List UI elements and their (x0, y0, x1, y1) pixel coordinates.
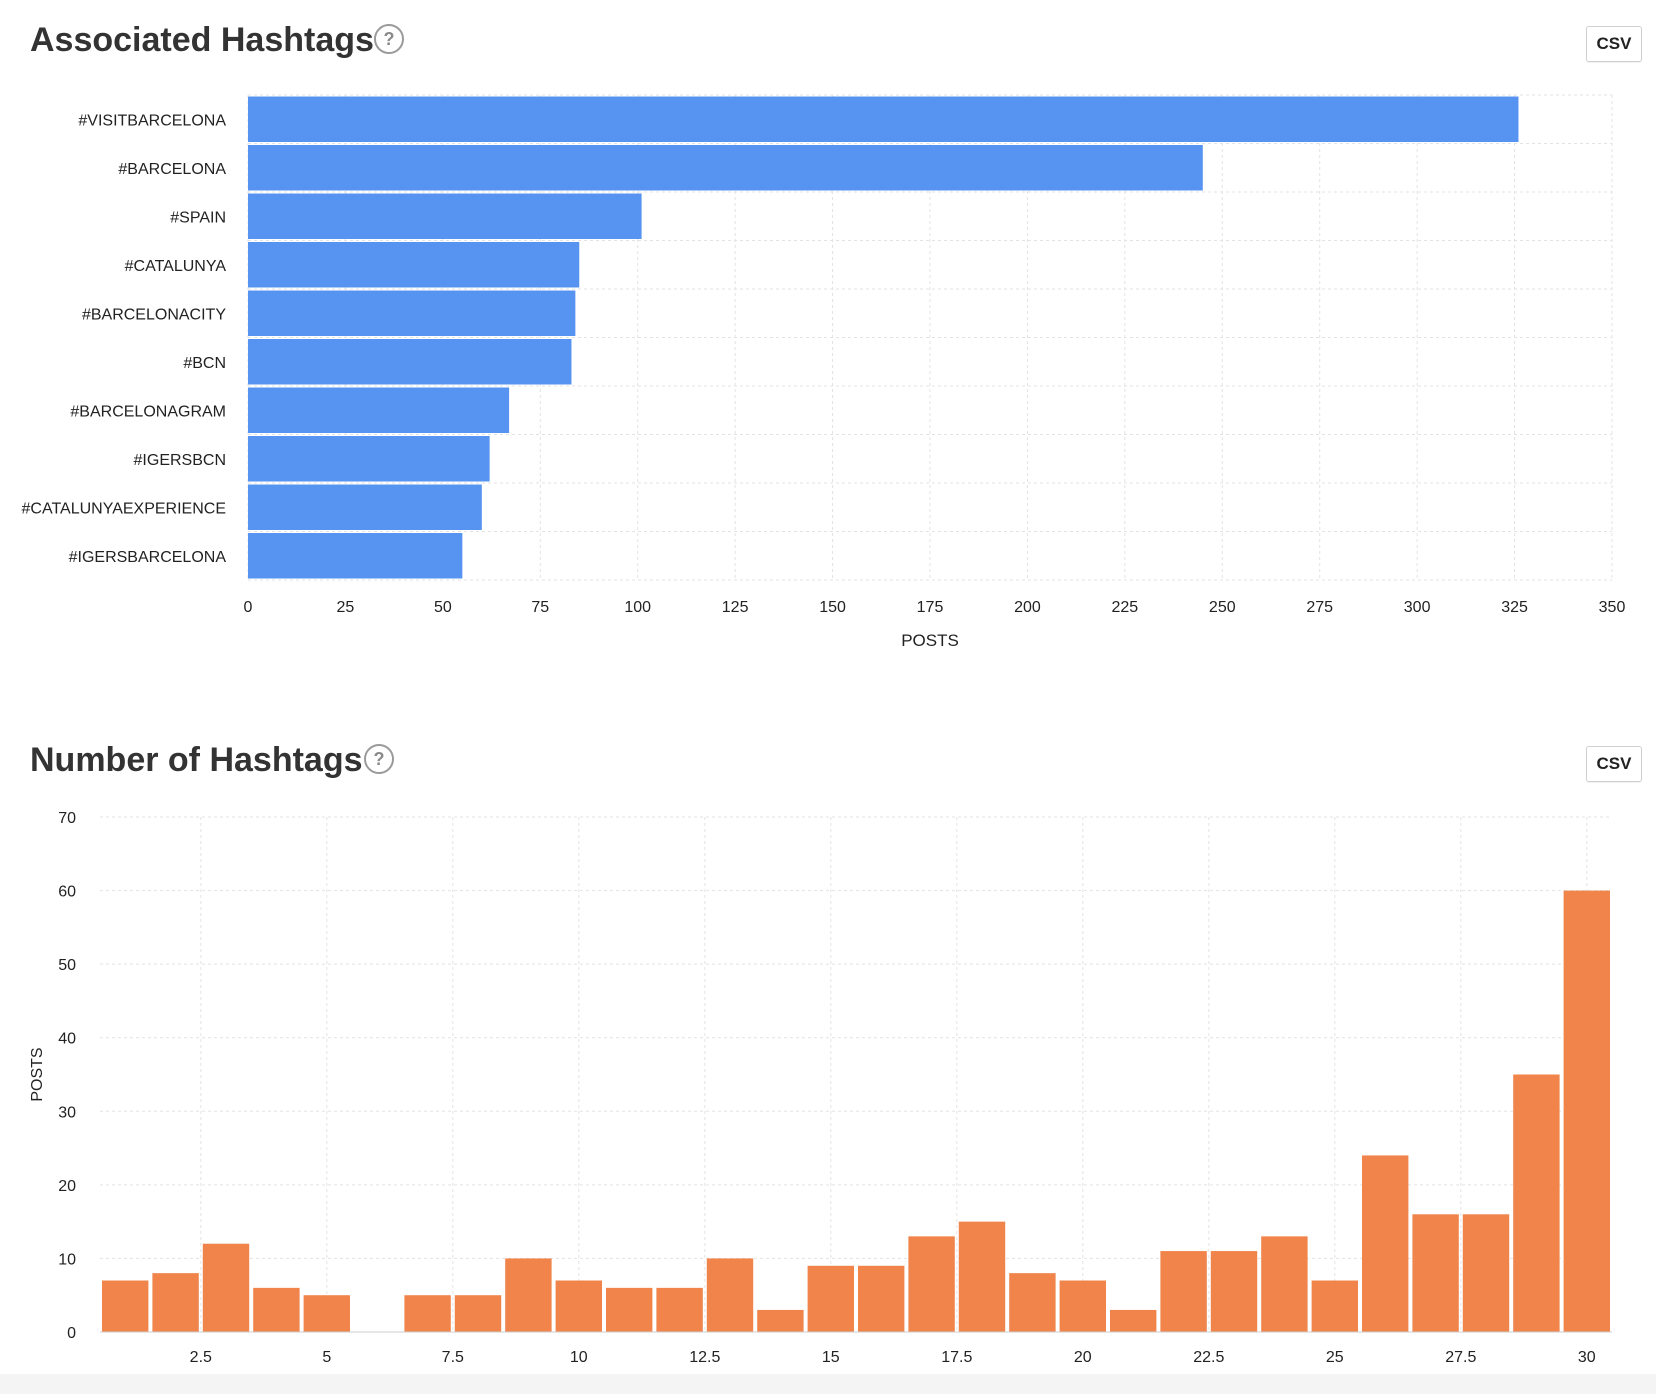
x-tick-label: 2.5 (190, 1349, 212, 1366)
bar (505, 1258, 552, 1332)
x-tick-label: 30 (1578, 1349, 1596, 1366)
bar (248, 484, 482, 530)
bar (248, 387, 510, 433)
bar (656, 1287, 703, 1332)
y-axis-label: POSTS (29, 1047, 46, 1101)
x-tick-label: 25 (337, 599, 355, 616)
y-tick-label: 10 (58, 1251, 76, 1268)
x-tick-label: 5 (322, 1349, 331, 1366)
bar (1563, 890, 1610, 1332)
number-of-hashtags-title: Number of Hashtags (30, 741, 363, 779)
x-tick-label: 150 (819, 599, 846, 616)
category-label: #SPAIN (170, 209, 226, 226)
bar (1009, 1273, 1056, 1332)
bar (248, 339, 572, 385)
x-tick-label: 10 (570, 1349, 588, 1366)
x-tick-label: 200 (1014, 599, 1041, 616)
category-label: #CATALUNYAEXPERIENCE (22, 500, 227, 517)
category-label: #BARCELONAGRAM (70, 403, 226, 420)
bar (606, 1287, 653, 1332)
x-tick-label: 27.5 (1445, 1349, 1476, 1366)
bar (1210, 1251, 1258, 1332)
bar (253, 1287, 300, 1332)
x-tick-label: 7.5 (442, 1349, 464, 1366)
x-tick-label: 300 (1404, 599, 1431, 616)
y-tick-label: 0 (67, 1325, 76, 1342)
bar (248, 533, 463, 579)
number-of-hashtags-panel: Number of Hashtags ? CSV 0 10 20 30 40 50 60 70… (0, 720, 1656, 1394)
bar (1261, 1236, 1308, 1332)
page-footer-strip (0, 1374, 1656, 1394)
y-tick-label: 40 (58, 1031, 76, 1048)
number-of-hashtags-chart: 0 10 20 30 40 50 60 70 2.5 5 7.5 10 12.5 15 17.5 20 22.5… (29, 810, 1612, 1366)
associated-hashtags-panel: Associated Hashtags ? CSV #VISITBARCELON… (0, 0, 1656, 660)
bar (1362, 1155, 1409, 1332)
y-tick-label: 70 (58, 810, 76, 827)
x-tick-label: 50 (434, 599, 452, 616)
bar (248, 96, 1519, 142)
x-tick-label: 100 (624, 599, 651, 616)
category-label: #IGERSBCN (134, 452, 226, 469)
bar (1160, 1251, 1207, 1332)
category-label: #VISITBARCELONA (78, 112, 226, 129)
x-tick-label: 22.5 (1193, 1349, 1224, 1366)
bar (858, 1265, 905, 1332)
category-label: #BARCELONA (118, 161, 226, 178)
category-label: #BCN (183, 355, 226, 372)
bar (454, 1295, 502, 1332)
x-tick-label: 350 (1599, 599, 1626, 616)
bar (303, 1295, 350, 1332)
help-icon[interactable]: ? (374, 24, 404, 54)
csv-download-button[interactable]: CSV (1586, 746, 1642, 782)
bar (1311, 1280, 1358, 1332)
category-label: #BARCELONACITY (82, 306, 226, 323)
bar (248, 193, 642, 239)
bar (555, 1280, 602, 1332)
bar (152, 1273, 199, 1332)
category-label: #CATALUNYA (125, 258, 227, 275)
x-tick-label: 125 (722, 599, 749, 616)
x-tick-label: 25 (1326, 1349, 1344, 1366)
y-tick-label: 30 (58, 1104, 76, 1121)
x-tick-label: 275 (1306, 599, 1333, 616)
x-tick-label: 20 (1074, 1349, 1092, 1366)
x-tick-label: 17.5 (941, 1349, 972, 1366)
x-tick-label: 175 (917, 599, 944, 616)
bar (248, 145, 1203, 191)
csv-download-button[interactable]: CSV (1586, 26, 1642, 62)
y-tick-label: 20 (58, 1178, 76, 1195)
bar (1110, 1309, 1157, 1332)
bar (757, 1309, 804, 1332)
x-tick-label: 75 (531, 599, 549, 616)
bar (102, 1280, 149, 1332)
bar (1513, 1074, 1560, 1332)
associated-hashtags-chart: #VISITBARCELONA #BARCELONA #SPAIN #CATALUNY… (22, 94, 1626, 650)
associated-hashtags-title: Associated Hashtags (30, 21, 374, 59)
help-icon[interactable]: ? (364, 744, 394, 774)
category-label: #IGERSBARCELONA (69, 549, 227, 566)
bar (202, 1243, 250, 1332)
y-tick-label: 50 (58, 957, 76, 974)
bar (706, 1258, 754, 1332)
bar (1059, 1280, 1106, 1332)
bar (807, 1265, 854, 1332)
bar (248, 290, 576, 336)
y-tick-label: 60 (58, 884, 76, 901)
x-tick-label: 12.5 (689, 1349, 720, 1366)
bar (248, 242, 580, 288)
bar (908, 1236, 955, 1332)
bar (958, 1221, 1006, 1332)
x-tick-label: 250 (1209, 599, 1236, 616)
bar (248, 436, 490, 482)
x-tick-label: 15 (822, 1349, 840, 1366)
x-tick-label: 325 (1501, 599, 1528, 616)
bar (1412, 1214, 1459, 1332)
bar (404, 1295, 451, 1332)
x-axis-label: POSTS (901, 631, 959, 650)
x-tick-label: 225 (1112, 599, 1139, 616)
x-tick-label: 0 (244, 599, 253, 616)
bar (1462, 1214, 1510, 1332)
